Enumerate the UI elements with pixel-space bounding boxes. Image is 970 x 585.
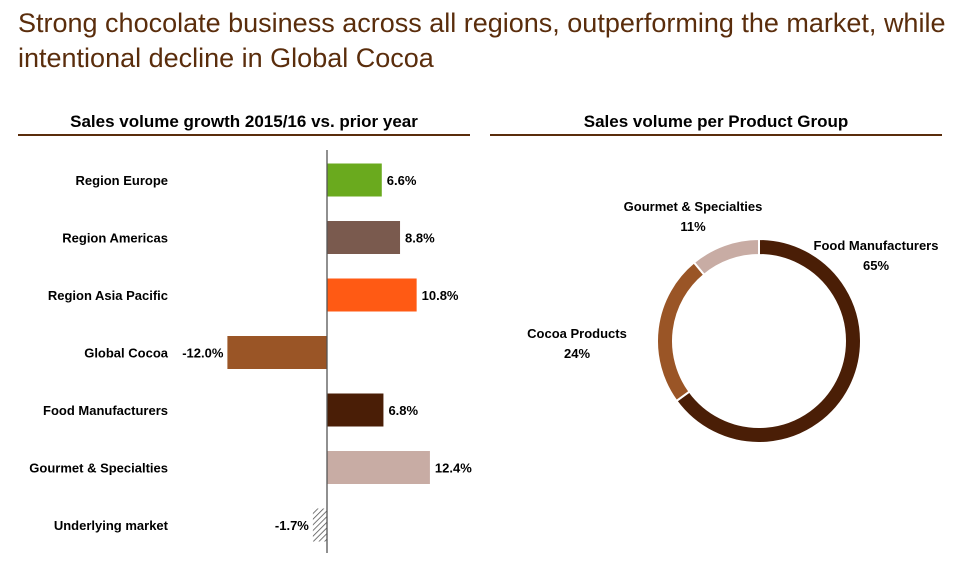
- slice-value-cocoa-products: 24%: [564, 346, 590, 361]
- value-label-region-europe: 6.6%: [387, 173, 417, 188]
- category-label-food-manufacturers: Food Manufacturers: [43, 403, 168, 418]
- value-label-gourmet-and-specialties: 12.4%: [435, 461, 472, 476]
- value-label-region-americas: 8.8%: [405, 231, 435, 246]
- bar-chart-title: Sales volume growth 2015/16 vs. prior ye…: [70, 112, 418, 131]
- category-label-region-asia-pacific: Region Asia Pacific: [48, 288, 168, 303]
- bar-food-manufacturers: [327, 393, 384, 427]
- category-label-region-americas: Region Americas: [62, 231, 168, 246]
- slice-value-gourmet-and-specialties: 11%: [680, 219, 706, 234]
- bar-region-europe: [327, 163, 382, 197]
- value-label-underlying-market: -1.7%: [275, 518, 309, 533]
- slice-label-gourmet-and-specialties: Gourmet & Specialties: [624, 199, 763, 214]
- value-label-region-asia-pacific: 10.8%: [422, 288, 459, 303]
- bar-region-asia-pacific: [327, 278, 417, 312]
- slice-label-cocoa-products: Cocoa Products: [527, 326, 627, 341]
- category-label-region-europe: Region Europe: [76, 173, 168, 188]
- donut-chart-title: Sales volume per Product Group: [583, 112, 849, 131]
- donut-slice-cocoa-products: [656, 260, 706, 403]
- slice-value-food-manufacturers: 65%: [863, 258, 889, 273]
- value-label-food-manufacturers: 6.8%: [388, 403, 418, 418]
- bar-region-americas: [327, 221, 401, 254]
- bar-chart-title-rule: [18, 134, 470, 136]
- donut-chart-title-rule: [490, 134, 942, 136]
- slice-label-food-manufacturers: Food Manufacturers: [814, 238, 939, 253]
- category-label-underlying-market: Underlying market: [54, 518, 169, 533]
- bar-global-cocoa: [227, 336, 327, 369]
- slide-title: Strong chocolate business across all reg…: [18, 8, 946, 73]
- bar-gourmet-and-specialties: [327, 451, 430, 484]
- category-label-global-cocoa: Global Cocoa: [84, 346, 169, 361]
- bar-underlying-market: [312, 508, 327, 542]
- value-label-global-cocoa: -12.0%: [182, 346, 224, 361]
- category-label-gourmet-and-specialties: Gourmet & Specialties: [29, 461, 168, 476]
- donut-slice-gourmet-and-specialties: [692, 237, 760, 277]
